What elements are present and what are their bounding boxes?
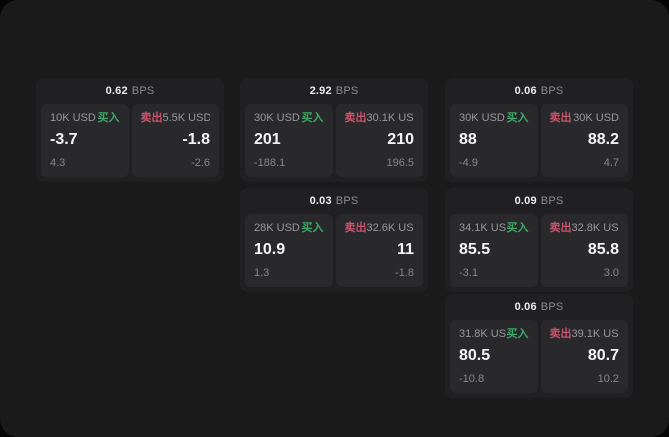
buy-amount: 31.8K USD <box>459 328 507 340</box>
buy-change: 1.3 <box>254 267 270 279</box>
sell-label: 卖出 <box>344 222 367 234</box>
buy-price: 80.5 <box>459 347 491 364</box>
buy-label: 买入 <box>506 112 529 124</box>
bps-unit-label: BPS <box>335 85 359 97</box>
card-header: 0.06 BPS <box>450 78 628 104</box>
card-header: 2.92 BPS <box>245 78 423 104</box>
bps-value: 0.06 <box>514 85 537 97</box>
buy-price: -3.7 <box>50 131 78 148</box>
buy-change: -3.1 <box>459 267 478 279</box>
buy-label: 买入 <box>301 222 324 234</box>
bps-unit-label: BPS <box>540 301 564 313</box>
bps-unit-label: BPS <box>335 195 359 207</box>
buy-amount: 28K USD <box>254 222 300 234</box>
sell-change: 10.2 <box>597 373 619 385</box>
sell-price: -1.8 <box>182 131 210 148</box>
sell-amount: 32.6K USD <box>366 222 415 234</box>
sell-label: 卖出 <box>140 112 163 124</box>
quote-card: 0.03 BPS 28K USD 买入 10.9 1.3 卖出 32.6K US… <box>240 188 428 292</box>
buy-label: 买入 <box>97 112 120 124</box>
quote-card: 0.06 BPS 30K USD 买入 88 -4.9 卖出 30K USD <box>445 78 633 182</box>
card-header: 0.62 BPS <box>41 78 219 104</box>
sell-panel[interactable]: 卖出 32.6K USD 11 -1.8 <box>335 214 423 287</box>
buy-price: 201 <box>254 131 281 148</box>
bps-unit-label: BPS <box>540 85 564 97</box>
buy-panel[interactable]: 34.1K USD 买入 85.5 -3.1 <box>450 214 538 287</box>
bps-unit-label: BPS <box>131 85 155 97</box>
card-body: 10K USD 买入 -3.7 4.3 卖出 5.5K USD -1.8 -2.… <box>41 104 219 177</box>
buy-panel[interactable]: 31.8K USD 买入 80.5 -10.8 <box>450 320 538 393</box>
buy-amount: 30K USD <box>254 112 300 124</box>
buy-change: -10.8 <box>459 373 485 385</box>
buy-label: 买入 <box>506 328 529 340</box>
buy-amount: 10K USD <box>50 112 96 124</box>
card-body: 30K USD 买入 201 -188.1 卖出 30.1K USD 210 1… <box>245 104 423 177</box>
sell-price: 210 <box>387 131 414 148</box>
sell-panel[interactable]: 卖出 5.5K USD -1.8 -2.6 <box>131 104 219 177</box>
sell-price: 11 <box>397 241 414 258</box>
sell-amount: 39.1K USD <box>571 328 620 340</box>
sell-panel[interactable]: 卖出 32.8K USD 85.8 3.0 <box>540 214 628 287</box>
buy-label: 买入 <box>301 112 324 124</box>
sell-change: -2.6 <box>191 157 210 169</box>
bps-value: 0.03 <box>309 195 332 207</box>
sell-label: 卖出 <box>549 222 572 234</box>
sell-label: 卖出 <box>344 112 367 124</box>
sell-change: 4.7 <box>603 157 619 169</box>
buy-price: 85.5 <box>459 241 491 258</box>
quote-card: 0.06 BPS 31.8K USD 买入 80.5 -10.8 卖出 39.1… <box>445 294 633 398</box>
bps-value: 0.09 <box>514 195 537 207</box>
card-body: 31.8K USD 买入 80.5 -10.8 卖出 39.1K USD 80.… <box>450 320 628 393</box>
buy-change: -188.1 <box>254 157 286 169</box>
sell-price: 85.8 <box>587 241 619 258</box>
card-body: 28K USD 买入 10.9 1.3 卖出 32.6K USD 11 -1.8 <box>245 214 423 287</box>
sell-amount: 30.1K USD <box>366 112 415 124</box>
sell-price: 88.2 <box>587 131 619 148</box>
card-body: 34.1K USD 买入 85.5 -3.1 卖出 32.8K USD 85.8… <box>450 214 628 287</box>
quote-card: 2.92 BPS 30K USD 买入 201 -188.1 卖出 30.1K … <box>240 78 428 182</box>
sell-price: 80.7 <box>587 347 619 364</box>
card-header: 0.03 BPS <box>245 188 423 214</box>
sell-label: 卖出 <box>549 112 572 124</box>
sell-panel[interactable]: 卖出 39.1K USD 80.7 10.2 <box>540 320 628 393</box>
buy-panel[interactable]: 30K USD 买入 88 -4.9 <box>450 104 538 177</box>
buy-price: 10.9 <box>254 241 286 258</box>
sell-change: -1.8 <box>395 267 414 279</box>
card-header: 0.09 BPS <box>450 188 628 214</box>
sell-amount: 30K USD <box>573 112 619 124</box>
buy-change: 4.3 <box>50 157 66 169</box>
buy-price: 88 <box>459 131 477 148</box>
bps-value: 0.62 <box>105 85 128 97</box>
sell-change: 3.0 <box>603 267 619 279</box>
buy-amount: 34.1K USD <box>459 222 507 234</box>
sell-label: 卖出 <box>549 328 572 340</box>
bps-unit-label: BPS <box>540 195 564 207</box>
sell-panel[interactable]: 卖出 30.1K USD 210 196.5 <box>335 104 423 177</box>
card-header: 0.06 BPS <box>450 294 628 320</box>
buy-panel[interactable]: 10K USD 买入 -3.7 4.3 <box>41 104 129 177</box>
buy-change: -4.9 <box>459 157 478 169</box>
sell-amount: 32.8K USD <box>571 222 620 234</box>
card-body: 30K USD 买入 88 -4.9 卖出 30K USD 88.2 4.7 <box>450 104 628 177</box>
bps-value: 0.06 <box>514 301 537 313</box>
bps-value: 2.92 <box>309 85 332 97</box>
sell-amount: 5.5K USD <box>162 112 211 124</box>
buy-label: 买入 <box>506 222 529 234</box>
sell-panel[interactable]: 卖出 30K USD 88.2 4.7 <box>540 104 628 177</box>
quote-card: 0.62 BPS 10K USD 买入 -3.7 4.3 卖出 5.5K USD <box>36 78 224 182</box>
buy-amount: 30K USD <box>459 112 505 124</box>
buy-panel[interactable]: 30K USD 买入 201 -188.1 <box>245 104 333 177</box>
buy-panel[interactable]: 28K USD 买入 10.9 1.3 <box>245 214 333 287</box>
sell-change: 196.5 <box>386 157 414 169</box>
quote-card: 0.09 BPS 34.1K USD 买入 85.5 -3.1 卖出 32.8K… <box>445 188 633 292</box>
